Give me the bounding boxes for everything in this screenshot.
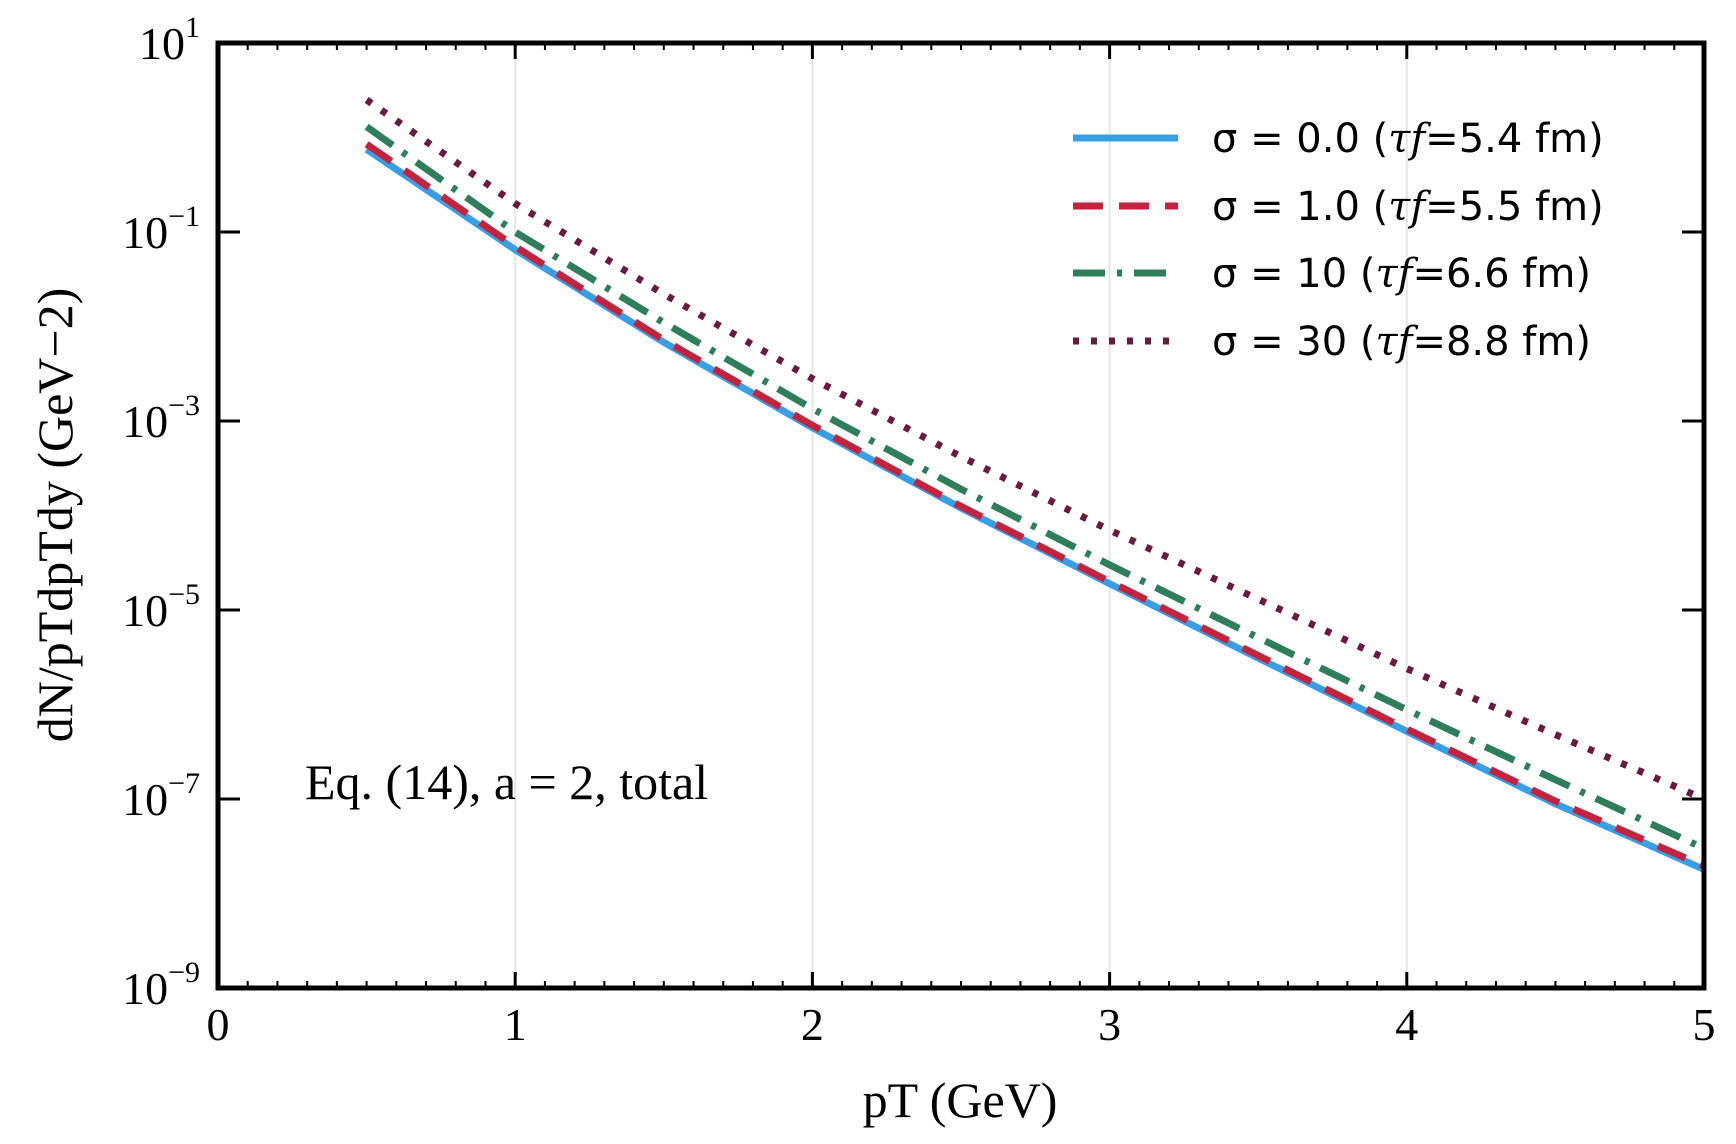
series-line-3: [364, 123, 1706, 852]
x-tick-label: 1: [504, 999, 527, 1050]
legend-label-4: σ = 30 (τf=8.8 fm): [1212, 319, 1591, 365]
y-tick-label: 101: [139, 11, 200, 69]
legend-label-1: σ = 0.0 (τf=5.4 fm): [1212, 116, 1604, 162]
y-tick-label: 10−7: [122, 767, 200, 825]
y-tick-label: 10−9: [122, 956, 200, 1014]
grid-lines: [514, 43, 1408, 988]
series-line-4: [364, 97, 1706, 803]
y-tick-label: 10−5: [122, 578, 200, 636]
legend-label-2: σ = 1.0 (τf=5.5 fm): [1212, 184, 1604, 230]
x-tick-label: 2: [801, 999, 824, 1050]
x-tick-label: 0: [207, 999, 230, 1050]
x-tick-label: 5: [1693, 999, 1716, 1050]
annotation: Eq. (14), a = 2, total: [305, 754, 708, 810]
series-line-1: [364, 146, 1706, 873]
y-tick-labels: 101 10−1 10−3 10−5 10−7 10−9: [122, 11, 200, 1014]
x-tick-label: 3: [1098, 999, 1121, 1050]
legend-label-3: σ = 10 (τf=6.6 fm): [1212, 251, 1591, 297]
data-series: [364, 97, 1706, 873]
y-tick-label: 10−3: [122, 389, 200, 447]
y-tick-label: 10−1: [122, 200, 200, 258]
x-tick-labels: 0 1 2 3 4 5: [207, 999, 1716, 1050]
x-axis-title: pT (GeV): [863, 1072, 1058, 1128]
annotation-text: Eq. (14), a = 2, total: [305, 754, 708, 810]
legend: σ = 0.0 (τf=5.4 fm) σ = 1.0 (τf=5.5 fm) σ …: [1073, 116, 1604, 365]
major-ticks: [216, 41, 1706, 990]
plot-frame: [215, 40, 1707, 991]
y-axis-title: dN/pTdpTdy (GeV−2): [27, 288, 83, 743]
x-tick-label: 4: [1395, 999, 1418, 1050]
